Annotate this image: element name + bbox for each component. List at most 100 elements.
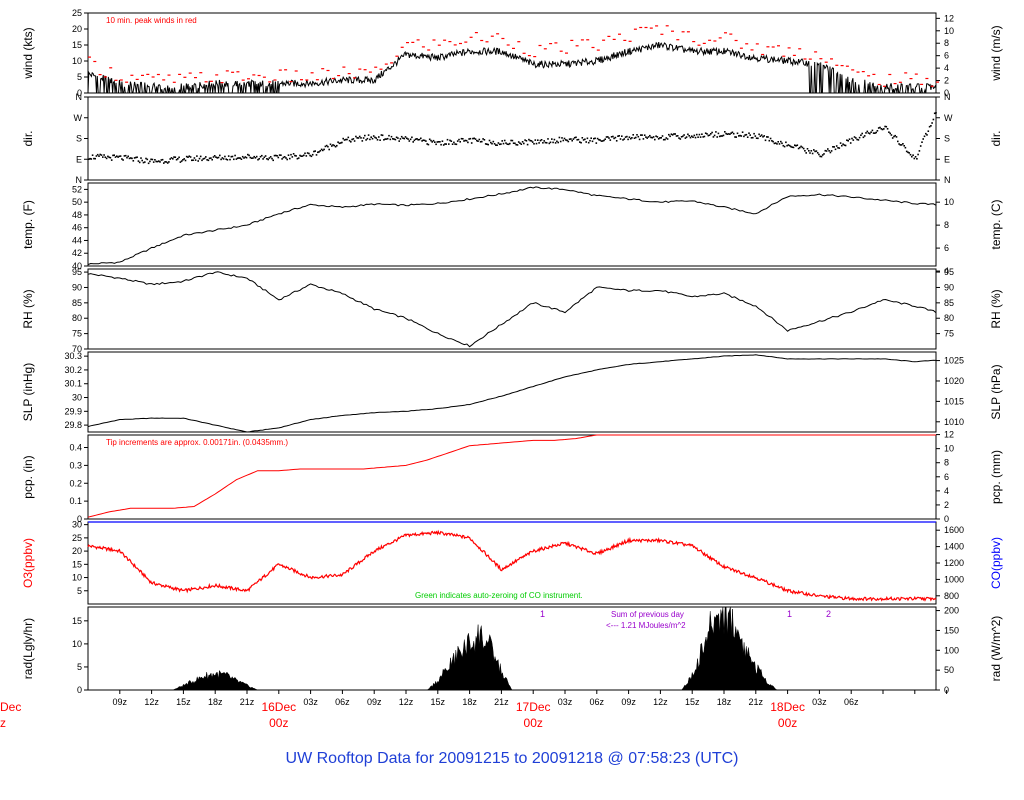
dir-point <box>524 139 526 141</box>
dir-point <box>827 148 829 150</box>
dir-point <box>679 138 682 140</box>
pcp-right-ytick-label: 12 <box>944 430 954 440</box>
dir-point <box>493 143 496 145</box>
wind-point <box>252 74 256 76</box>
dir-point <box>267 158 269 161</box>
wind-point <box>215 74 219 76</box>
pcp-annotation: Tip increments are approx. 0.00171in. (0… <box>106 438 288 447</box>
dir-point <box>690 135 693 137</box>
slp-ytick-label: 29.8 <box>64 420 82 430</box>
dir-point <box>479 141 482 143</box>
dir-point <box>849 142 852 144</box>
rh-ytick-label: 75 <box>72 329 82 339</box>
dir-point <box>609 139 612 141</box>
dir-point <box>217 156 220 159</box>
dir-point <box>551 138 553 140</box>
dir-point <box>205 156 207 158</box>
dir-point <box>356 137 358 139</box>
dir-point <box>703 135 706 138</box>
dir-point <box>117 156 119 158</box>
dir-point <box>561 137 563 139</box>
dir-point <box>825 150 828 152</box>
dir-point <box>212 156 215 158</box>
dir-point <box>757 137 759 140</box>
dir-point <box>460 137 463 140</box>
dir-point <box>216 157 219 159</box>
pcp-ytick-label: 0 <box>77 514 82 524</box>
dir-point <box>261 154 263 157</box>
dir-point <box>801 146 804 149</box>
dir-point <box>399 138 402 140</box>
dir-point <box>360 137 362 139</box>
dir-point <box>587 141 590 144</box>
wind-point <box>570 39 574 41</box>
rad-area <box>88 606 936 691</box>
dir-point <box>680 136 683 138</box>
dir-point <box>135 156 137 159</box>
dir-point <box>366 137 369 140</box>
dir-point <box>897 140 899 143</box>
dir-point <box>619 138 622 140</box>
dir-point <box>473 137 475 140</box>
slp-ytick-label: 30.3 <box>64 351 82 361</box>
dir-point <box>393 138 395 140</box>
dir-point <box>202 158 205 160</box>
dir-point <box>632 134 634 136</box>
dir-point <box>540 139 543 141</box>
rad-annotation-sum: Sum of previous day <box>611 610 684 619</box>
wind-ytick-label: 10 <box>72 56 82 66</box>
x-tick-label: 21z <box>494 697 509 707</box>
rh-series-line <box>87 271 937 348</box>
edge-day-label: Dec <box>0 700 21 714</box>
dir-point <box>511 139 514 142</box>
dir-point <box>809 152 811 154</box>
rh-right-ytick-label: 95 <box>944 267 954 277</box>
wind-point <box>898 81 902 83</box>
dir-point <box>380 134 383 136</box>
dir-point <box>305 155 308 157</box>
dir-point <box>902 143 904 145</box>
day-label: 18Dec <box>770 700 805 714</box>
wind-point <box>607 35 611 37</box>
dir-point <box>440 143 442 146</box>
dir-point <box>394 138 397 141</box>
wind-point <box>549 43 553 45</box>
dir-point <box>364 134 366 137</box>
dir-point <box>768 139 771 142</box>
pcp-ytick-label: 0.3 <box>69 460 82 470</box>
dir-point <box>656 136 659 138</box>
dir-point <box>166 162 169 164</box>
wind-point <box>845 65 849 67</box>
wind-point <box>697 44 701 46</box>
dir-point <box>458 138 460 141</box>
dir-point <box>558 136 561 139</box>
dir-point <box>472 137 474 140</box>
dir-point <box>150 158 152 161</box>
dir-point <box>693 134 696 137</box>
dir-point <box>640 134 642 136</box>
rh-ylabel: RH (%) <box>21 289 35 328</box>
dir-point <box>318 151 320 153</box>
wind-point <box>734 39 738 42</box>
dir-point <box>381 134 384 137</box>
dir-point <box>322 149 324 152</box>
dir-point <box>810 150 813 152</box>
slp-right-ytick-label: 1010 <box>944 417 964 427</box>
dir-point <box>743 135 745 138</box>
wind-point <box>374 66 378 68</box>
wind-point <box>162 79 166 81</box>
dir-point <box>848 138 851 140</box>
wind-point <box>135 78 139 80</box>
dir-point <box>496 144 498 146</box>
dir-point <box>456 140 459 142</box>
dir-point <box>760 134 763 136</box>
dir-point <box>221 157 224 159</box>
dir-point <box>804 150 806 152</box>
o3co-ytick-label: 20 <box>72 546 82 556</box>
dir-point <box>707 134 710 137</box>
dir-point <box>165 161 168 163</box>
pcp-ylabel: pcp. (in) <box>21 455 35 498</box>
wind-point <box>310 72 314 74</box>
dir-point <box>238 157 240 159</box>
slp-ytick-label: 30.1 <box>64 379 82 389</box>
